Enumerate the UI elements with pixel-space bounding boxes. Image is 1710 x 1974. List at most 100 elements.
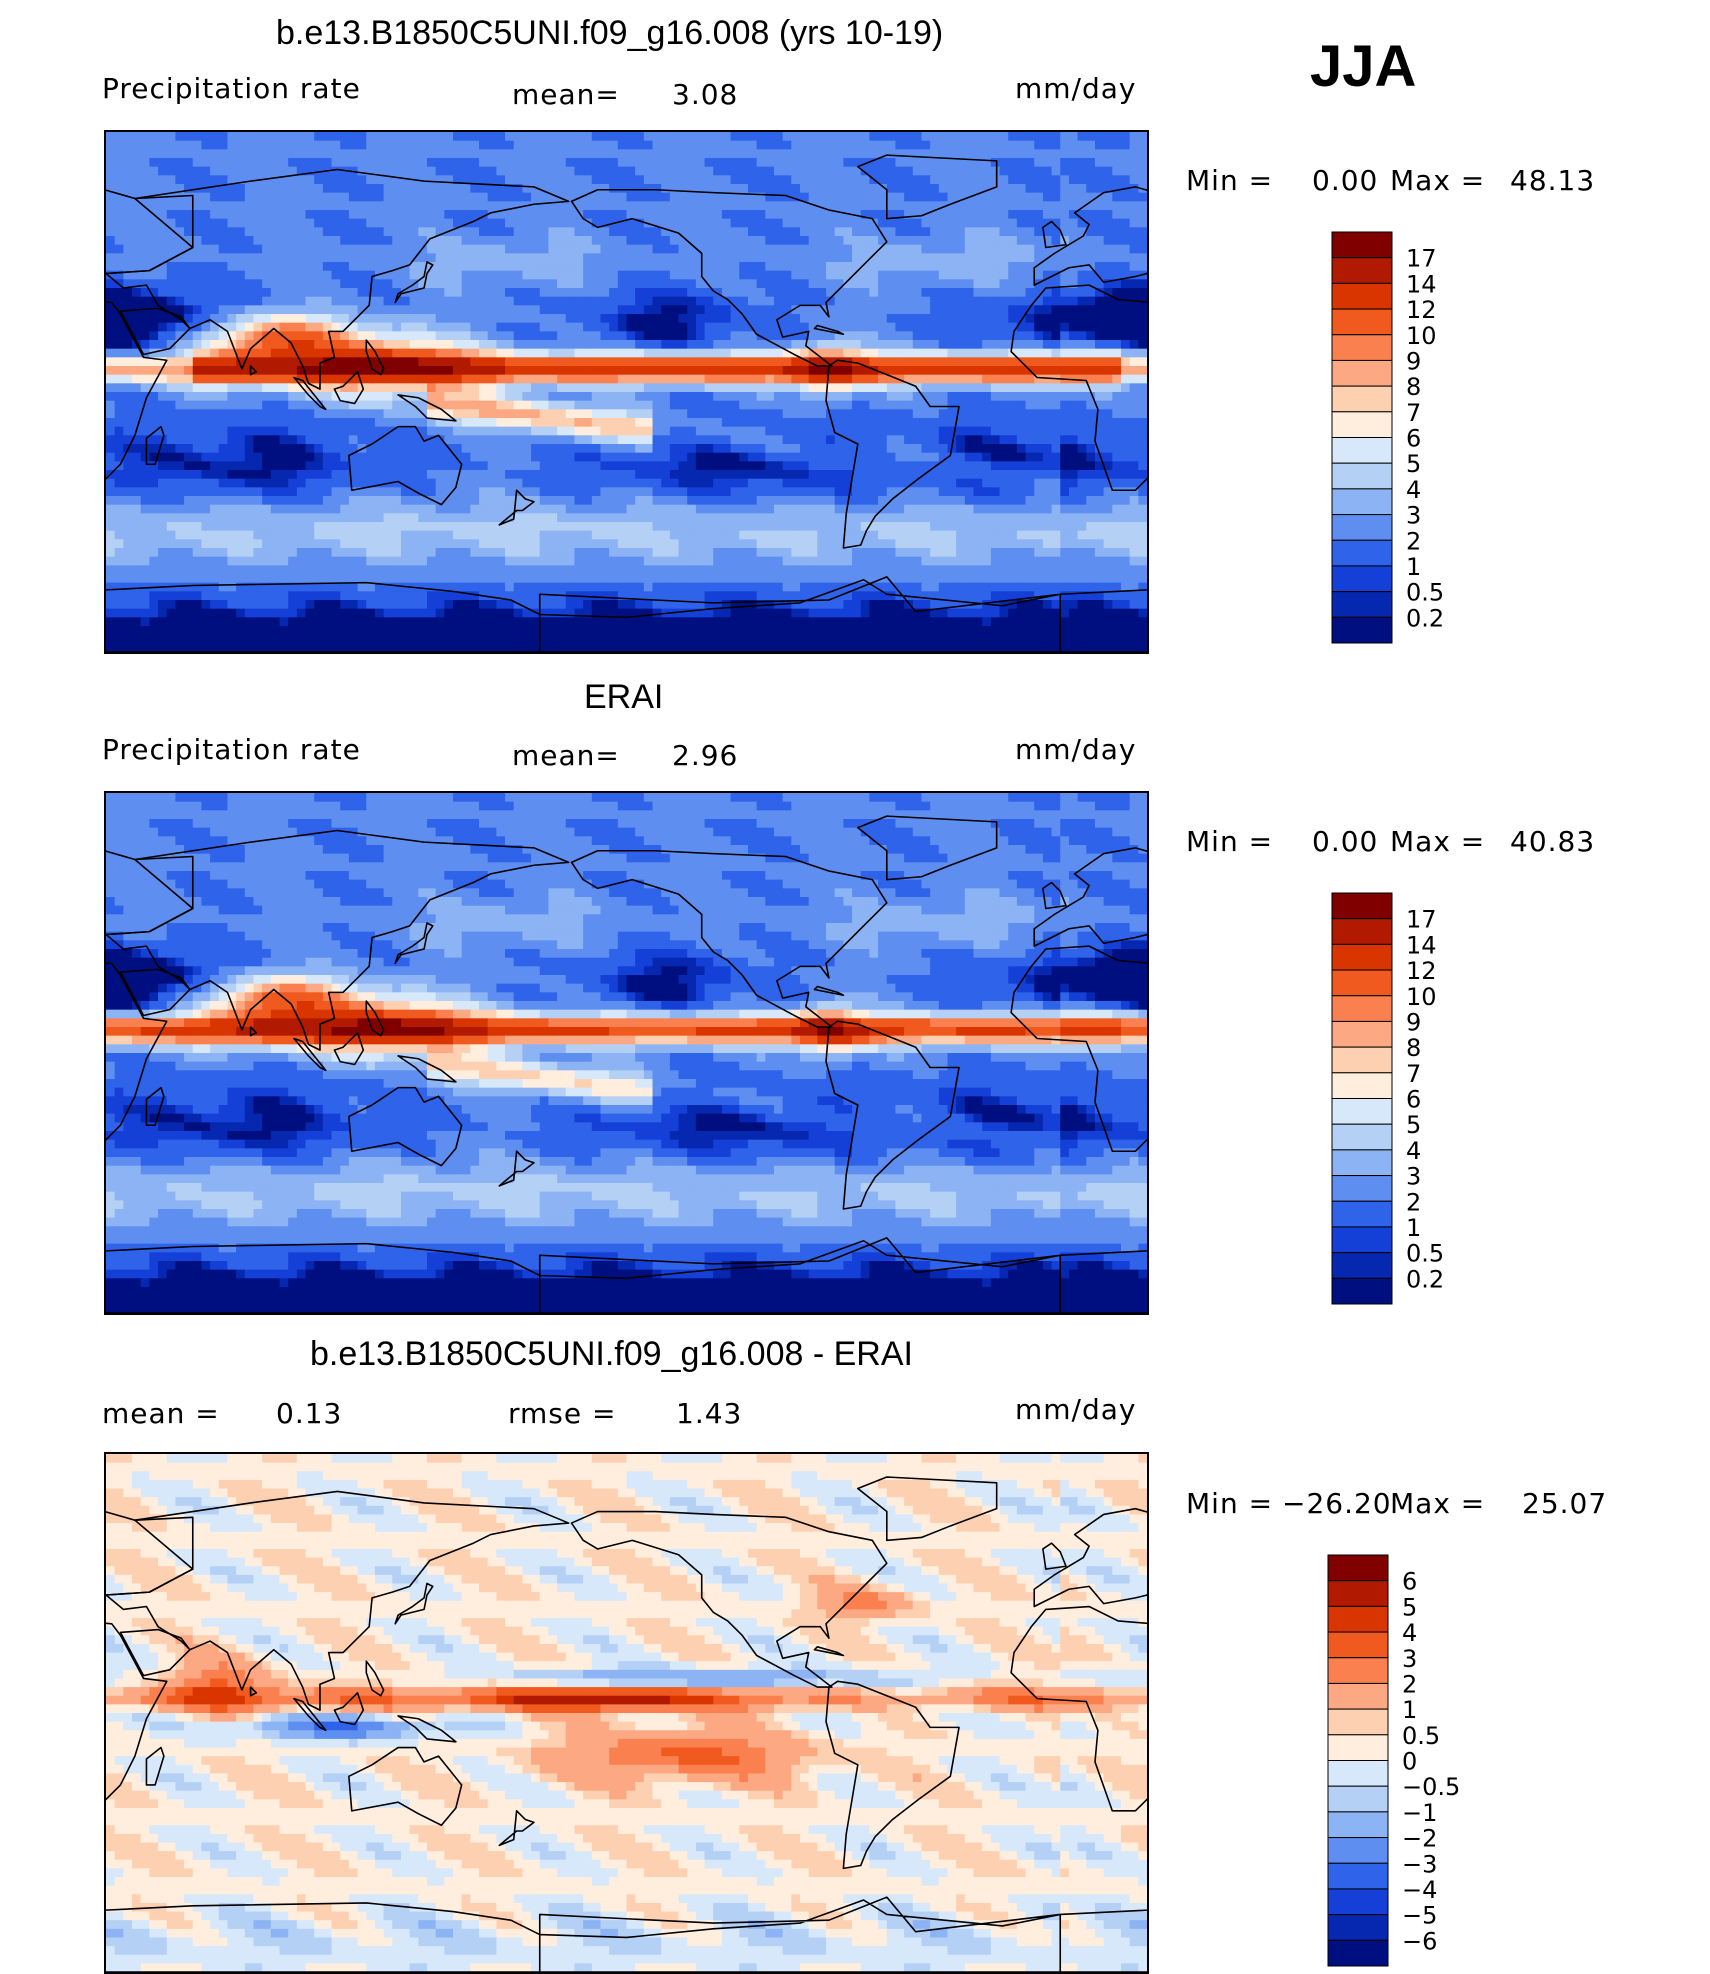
field-cell xyxy=(730,357,740,367)
field-cell xyxy=(218,270,229,280)
field-cell xyxy=(747,452,758,462)
field-cell xyxy=(791,140,801,150)
field-cell xyxy=(426,426,437,436)
field-cell xyxy=(331,461,341,471)
field-cell xyxy=(886,348,897,358)
field-cell xyxy=(513,374,523,384)
field-cell xyxy=(557,418,567,428)
field-cell xyxy=(305,331,315,341)
field-cell xyxy=(583,296,593,306)
field-cell xyxy=(739,288,749,298)
field-cell xyxy=(557,166,567,176)
field-cell xyxy=(392,418,402,428)
field-cell xyxy=(1094,366,1105,376)
field-cell xyxy=(1034,244,1044,254)
field-cell xyxy=(158,158,168,168)
field-cell xyxy=(236,192,246,202)
panel-1-units: mm/day xyxy=(1015,75,1137,103)
field-cell xyxy=(947,461,957,471)
field-cell xyxy=(886,192,897,202)
field-cell xyxy=(947,210,957,220)
field-cell xyxy=(912,262,923,272)
field-cell xyxy=(756,279,766,289)
field-cell xyxy=(1077,210,1087,220)
field-cell xyxy=(236,279,246,289)
field-cell xyxy=(973,262,983,272)
field-cell xyxy=(678,426,688,436)
field-cell xyxy=(635,452,645,462)
field-cell xyxy=(721,331,732,341)
field-cell xyxy=(426,470,437,480)
field-cell xyxy=(1008,314,1018,324)
field-cell xyxy=(158,383,168,393)
field-cell xyxy=(201,418,211,428)
field-cell xyxy=(661,140,671,150)
field-cell xyxy=(539,132,550,142)
field-cell xyxy=(635,322,645,332)
field-cell xyxy=(192,262,203,272)
field-cell xyxy=(435,288,445,298)
field-cell xyxy=(600,383,610,393)
field-cell xyxy=(800,218,810,228)
field-cell xyxy=(739,461,749,471)
field-cell xyxy=(452,348,463,358)
field-cell xyxy=(244,357,255,367)
field-cell xyxy=(826,149,836,159)
field-cell xyxy=(1008,175,1018,185)
field-cell xyxy=(400,340,411,350)
field-cell xyxy=(800,331,810,341)
field-cell xyxy=(782,175,792,185)
field-cell xyxy=(626,210,636,220)
field-cell xyxy=(591,132,602,142)
field-cell xyxy=(444,400,454,410)
field-cell xyxy=(1008,418,1018,428)
field-cell xyxy=(461,452,471,462)
field-cell xyxy=(444,132,454,142)
field-cell xyxy=(288,314,298,324)
field-cell xyxy=(331,366,341,376)
field-cell xyxy=(1016,218,1027,228)
field-cell xyxy=(956,236,966,246)
field-cell xyxy=(964,296,975,306)
field-cell xyxy=(964,374,975,384)
field-cell xyxy=(730,426,740,436)
field-cell xyxy=(479,227,489,237)
field-cell xyxy=(106,409,116,419)
field-cell xyxy=(227,218,237,228)
field-cell xyxy=(687,305,697,315)
field-cell xyxy=(184,158,194,168)
field-cell xyxy=(244,218,255,228)
field-cell xyxy=(817,400,827,410)
field-cell xyxy=(1025,227,1035,237)
field-cell xyxy=(452,132,463,142)
field-cell xyxy=(374,158,385,168)
field-cell xyxy=(175,366,185,376)
field-cell xyxy=(314,262,324,272)
field-cell xyxy=(114,227,124,237)
field-cell xyxy=(1077,461,1087,471)
field-cell xyxy=(747,279,758,289)
field-cell xyxy=(1034,374,1044,384)
field-cell xyxy=(565,435,576,445)
field-cell xyxy=(158,270,168,280)
field-cell xyxy=(479,175,489,185)
field-cell xyxy=(1025,435,1035,445)
field-cell xyxy=(817,435,827,445)
field-cell xyxy=(383,262,393,272)
field-cell xyxy=(522,296,532,306)
field-cell xyxy=(201,184,211,194)
field-cell xyxy=(678,392,688,402)
field-cell xyxy=(1120,374,1131,384)
field-cell xyxy=(106,149,116,159)
field-cell xyxy=(860,244,871,254)
field-cell xyxy=(270,418,281,428)
field-cell xyxy=(305,435,315,445)
field-cell xyxy=(340,149,350,159)
field-cell xyxy=(1094,340,1105,350)
field-cell xyxy=(1051,357,1061,367)
field-cell xyxy=(1025,392,1035,402)
field-cell xyxy=(964,210,975,220)
field-cell xyxy=(1051,435,1061,445)
field-cell xyxy=(123,270,133,280)
field-cell xyxy=(357,348,367,358)
